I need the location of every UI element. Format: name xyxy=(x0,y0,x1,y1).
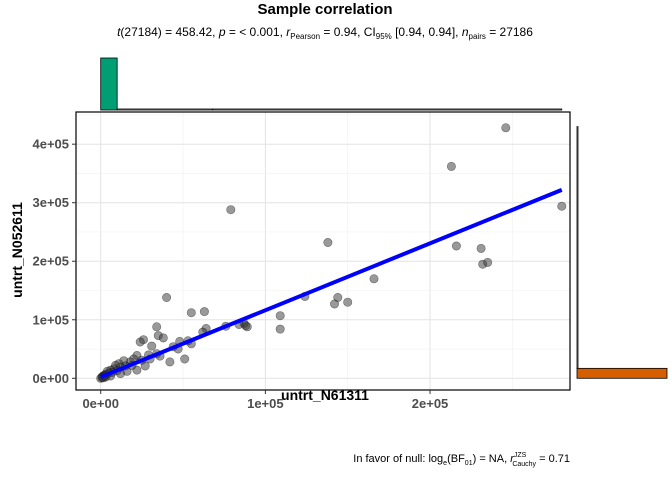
x-axis-label: untrt_N61311 xyxy=(281,387,369,403)
y-tick-label: 0e+00 xyxy=(32,371,69,386)
y-tick-label: 4e+05 xyxy=(32,137,69,152)
y-tick-label: 1e+05 xyxy=(32,312,69,327)
data-point xyxy=(242,322,252,332)
data-point xyxy=(186,308,196,318)
data-point xyxy=(158,333,168,343)
data-point xyxy=(369,274,379,284)
y-marginal-bar xyxy=(576,367,668,379)
data-point xyxy=(501,123,511,133)
y-axis-label: untrt_N052611 xyxy=(9,202,25,298)
x-marginal-bar xyxy=(100,57,118,111)
data-point xyxy=(343,297,353,307)
data-point xyxy=(147,341,157,351)
data-point xyxy=(165,357,175,367)
grid xyxy=(76,112,570,390)
data-point xyxy=(180,354,190,364)
chart-title: Sample correlation xyxy=(257,1,392,18)
y-marginal-histogram xyxy=(576,126,668,379)
x-tick-label: 0e+00 xyxy=(82,396,119,411)
plot-panel xyxy=(75,111,571,391)
x-tick-label: 2e+05 xyxy=(412,396,449,411)
x-axis-ticks: 0e+00 1e+05 2e+05 xyxy=(82,390,448,411)
data-point xyxy=(275,311,285,321)
chart-subtitle: t(27184) = 458.42, p = < 0.001, rPearson… xyxy=(117,25,533,41)
y-tick-label: 3e+05 xyxy=(32,195,69,210)
x-marginal-histogram xyxy=(100,57,563,111)
regression-line xyxy=(99,187,563,379)
data-point xyxy=(162,292,172,302)
data-point xyxy=(132,365,142,375)
data-point xyxy=(476,243,486,253)
data-point xyxy=(557,201,567,211)
data-point xyxy=(152,322,162,332)
data-point xyxy=(483,257,493,267)
plot-background xyxy=(76,112,570,390)
data-point xyxy=(140,361,150,371)
x-marginal-bar xyxy=(116,108,214,111)
data-point xyxy=(446,161,456,171)
data-point xyxy=(226,205,236,215)
x-marginal-bar xyxy=(212,108,563,111)
data-point xyxy=(275,324,285,334)
y-marginal-bar xyxy=(576,126,579,369)
data-point xyxy=(135,337,145,347)
x-tick-label: 1e+05 xyxy=(247,396,284,411)
data-point xyxy=(323,238,333,248)
data-point xyxy=(451,241,461,251)
y-axis-ticks: 0e+00 1e+05 2e+05 3e+05 4e+05 xyxy=(32,137,76,386)
y-tick-label: 2e+05 xyxy=(32,254,69,269)
chart-caption: In favor of null: loge(BF01) = NA, rJZS C… xyxy=(353,452,570,468)
data-point xyxy=(199,307,209,317)
data-point xyxy=(329,299,339,309)
